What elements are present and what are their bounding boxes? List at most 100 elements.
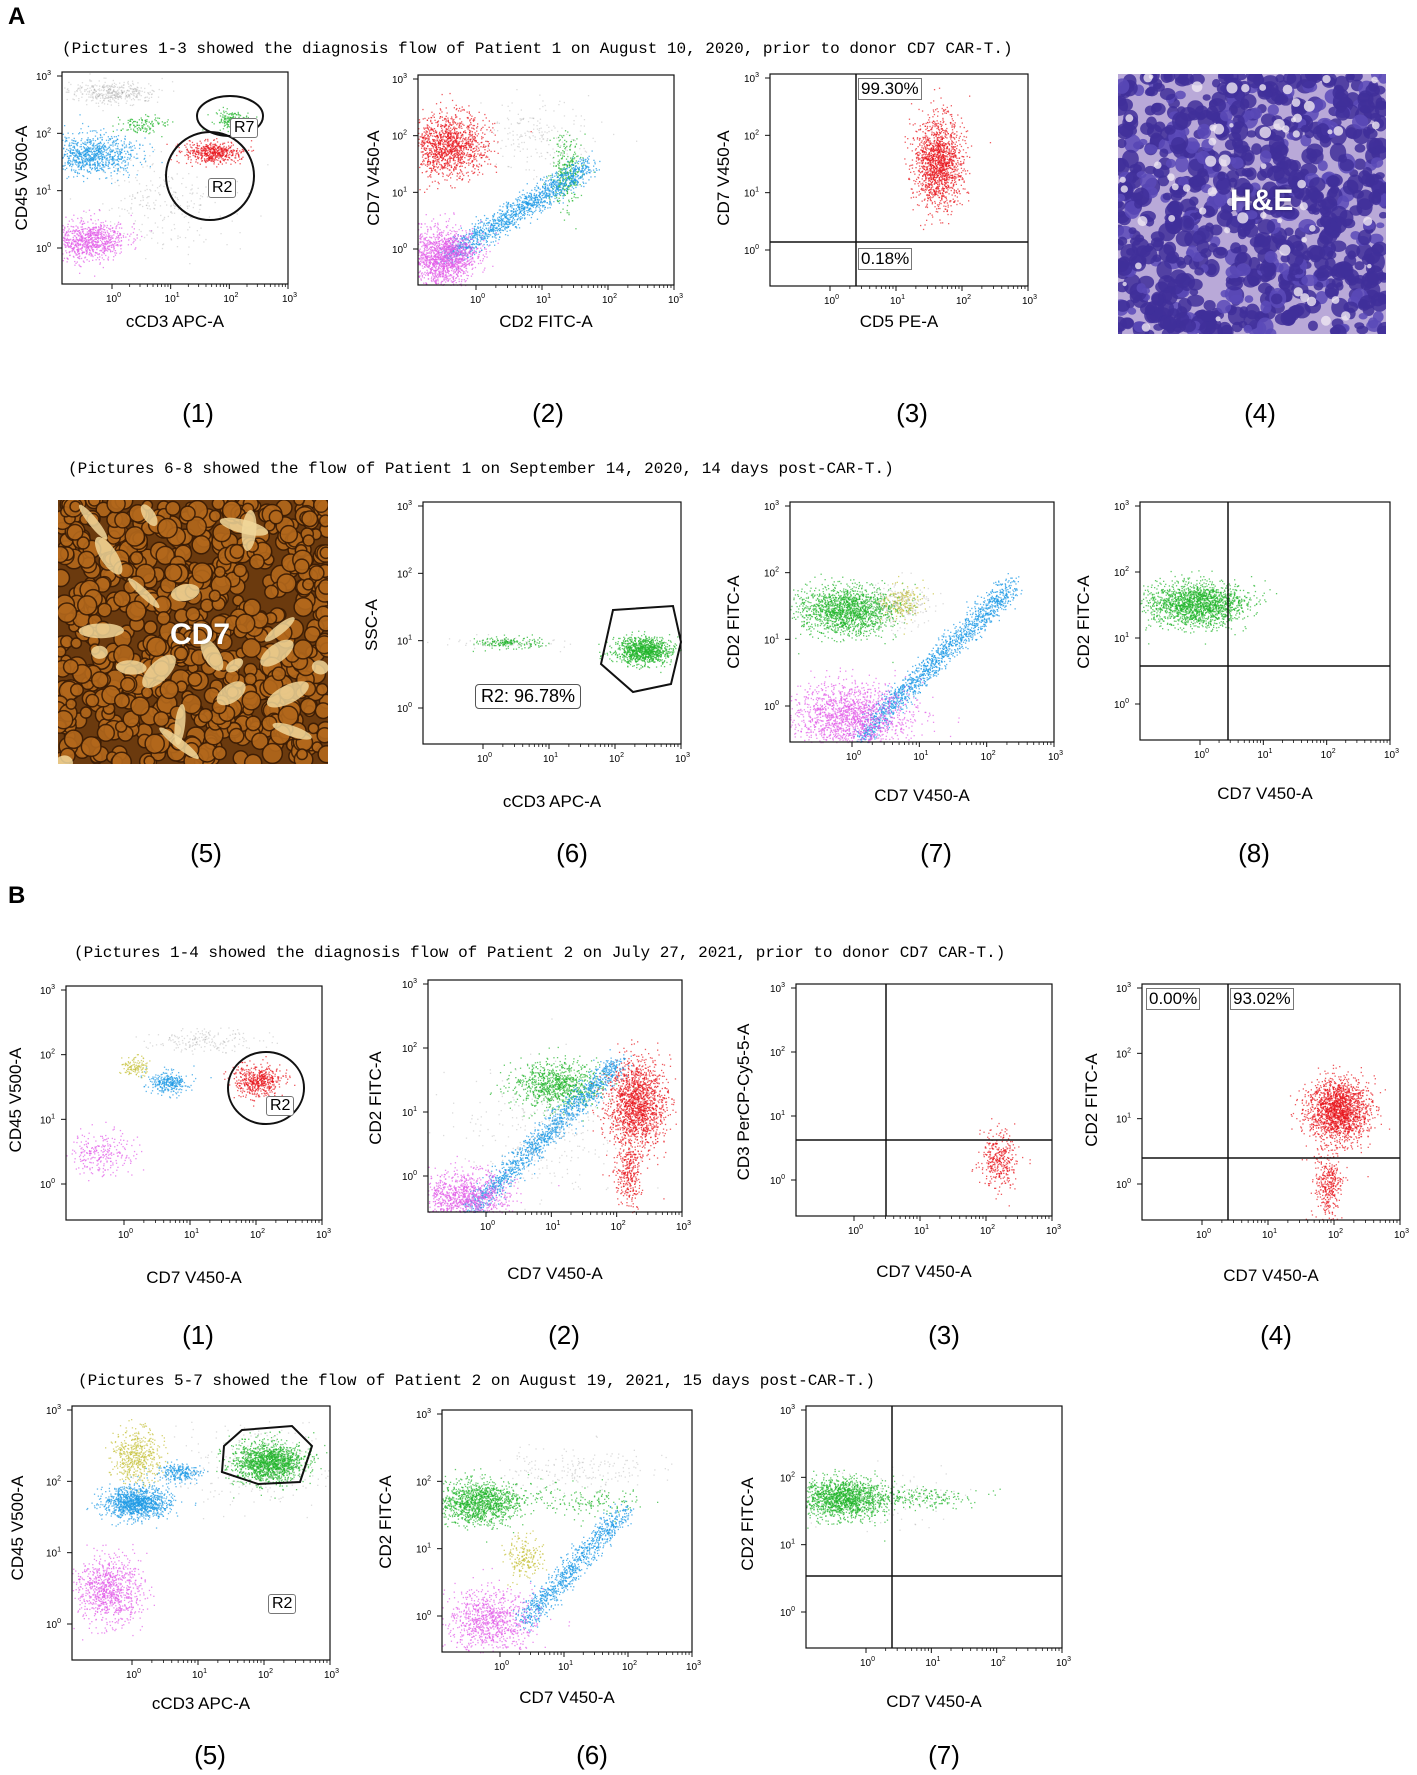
dots (428, 1018, 677, 1214)
caption-b-bottom: (Pictures 5-7 showed the flow of Patient… (78, 1372, 875, 1390)
he-stain-image: H&E (1118, 74, 1386, 334)
x-tick-label: 100 (1194, 748, 1209, 761)
fignum-b1: (1) (158, 1320, 238, 1351)
dots (790, 572, 1023, 744)
plot-frame (427, 979, 683, 1213)
x-tick-label: 102 (611, 1220, 626, 1233)
y-tick-label: 100 (36, 242, 51, 255)
quad-label-a3-lr: 0.18% (858, 248, 913, 270)
x-tick-label: 101 (545, 1220, 560, 1233)
plot-a7-area: 100 101 102 103 100 101 102 103 (764, 500, 1063, 763)
ylabel-b3: CD3 PerCP-Cy5-5-A (734, 1012, 754, 1192)
xlabel-b1: CD7 V450-A (66, 1268, 322, 1288)
x-tick-label: 103 (1046, 1224, 1061, 1237)
he-texture (1118, 74, 1386, 334)
plot-frame (805, 1405, 1063, 1649)
xlabel-a2: CD2 FITC-A (418, 312, 674, 332)
plot-b3: 100 101 102 103 100 101 102 103 (770, 982, 1061, 1237)
plot-b2-area: 100 101 102 103 100 101 102 103 (402, 978, 691, 1233)
fignum-a3: (3) (872, 398, 952, 429)
y-tick-label: 100 (770, 1174, 785, 1187)
fignum-b4: (4) (1236, 1320, 1316, 1351)
x-tick-label: 103 (1384, 748, 1399, 761)
y-tick-label: 101 (46, 1547, 61, 1560)
cd7-ihc-image: CD7 (58, 500, 328, 764)
plot-a7: 100 101 102 103 100 101 102 103 (764, 500, 1063, 763)
ylabel-a8: CD2 FITC-A (1074, 552, 1094, 692)
y-tick-label: 100 (764, 700, 779, 713)
y-tick-label: 102 (770, 1046, 785, 1059)
ylabel-b7: CD2 FITC-A (738, 1454, 758, 1594)
ylabel-a1: CD45 V500-A (12, 108, 32, 248)
gate-label-b5: R2 (268, 1594, 297, 1614)
x-tick-label: 102 (1321, 748, 1336, 761)
fignum-a8: (8) (1214, 838, 1294, 869)
y-tick-label: 102 (36, 127, 51, 140)
x-tick-label: 100 (126, 1668, 141, 1681)
panel-label-a: A (8, 3, 25, 31)
xlabel-b7: CD7 V450-A (806, 1692, 1062, 1712)
gate-label-a6: R2: 96.78% (475, 684, 582, 709)
x-tick-label: 102 (223, 292, 238, 305)
x-tick-label: 101 (536, 293, 551, 306)
x-tick-label: 101 (165, 292, 180, 305)
fignum-a5: (5) (166, 838, 246, 869)
dots (971, 1118, 1031, 1207)
fignum-a6: (6) (532, 838, 612, 869)
caption-b-top: (Pictures 1-4 showed the diagnosis flow … (74, 944, 1005, 962)
dots (1140, 570, 1278, 645)
he-label: H&E (1230, 184, 1293, 218)
y-tick-label: 102 (780, 1471, 795, 1484)
plot-b6-area: 100 101 102 103 100 101 102 103 (416, 1408, 701, 1673)
y-tick-label: 100 (40, 1178, 55, 1191)
y-tick-label: 103 (40, 984, 55, 997)
fignum-b2: (2) (524, 1320, 604, 1351)
y-tick-label: 101 (744, 187, 759, 200)
x-tick-label: 102 (956, 294, 971, 307)
x-tick-label: 101 (913, 750, 928, 763)
x-tick-label: 102 (622, 1660, 637, 1673)
x-tick-label: 100 (1196, 1228, 1211, 1241)
x-tick-label: 103 (316, 1228, 331, 1241)
x-tick-label: 102 (981, 750, 996, 763)
panel-label-b: B (8, 882, 25, 910)
gate-r2-b5[interactable] (220, 1424, 314, 1486)
cd7-texture (58, 500, 328, 764)
x-tick-label: 102 (991, 1656, 1006, 1669)
gate-r2-a6[interactable] (599, 604, 683, 694)
x-tick-label: 103 (675, 752, 690, 765)
y-tick-label: 103 (36, 70, 51, 83)
x-tick-label: 101 (1262, 1228, 1277, 1241)
x-tick-label: 100 (477, 752, 492, 765)
plot-a2-area: 100 101 102 103 100 101 102 103 (392, 73, 683, 306)
ylabel-b2: CD2 FITC-A (366, 1028, 386, 1168)
plot-b2: 100 101 102 103 100 101 102 103 (402, 978, 691, 1233)
y-tick-label: 103 (744, 72, 759, 85)
gate-r2-b1[interactable] (227, 1051, 305, 1125)
fignum-b7: (7) (904, 1740, 984, 1771)
gate-label-b1: R2 (266, 1096, 295, 1116)
y-tick-label: 101 (1114, 632, 1129, 645)
ylabel-a7: CD2 FITC-A (724, 552, 744, 692)
fignum-a1: (1) (158, 398, 238, 429)
plot-b3-area: 100 101 102 103 100 101 102 103 (770, 982, 1061, 1237)
xlabel-a3: CD5 PE-A (770, 312, 1028, 332)
x-tick-label: 102 (980, 1224, 995, 1237)
y-tick-label: 101 (40, 1113, 55, 1126)
ylabel-b4: CD2 FITC-A (1082, 1030, 1102, 1170)
xlabel-a6: cCD3 APC-A (423, 792, 681, 812)
x-tick-label: 103 (1056, 1656, 1071, 1669)
caption-a-bottom: (Pictures 6-8 showed the flow of Patient… (68, 460, 894, 478)
caption-a-top: (Pictures 1-3 showed the diagnosis flow … (62, 40, 1013, 58)
plot-b1-area: 100 101 102 103 100 101 102 103 (40, 984, 331, 1241)
y-tick-label: 103 (1114, 500, 1129, 513)
y-tick-label: 100 (402, 1170, 417, 1183)
y-tick-label: 100 (780, 1606, 795, 1619)
plot-frame (417, 74, 675, 286)
y-tick-label: 101 (1116, 1113, 1131, 1126)
y-tick-label: 101 (397, 635, 412, 648)
x-tick-label: 100 (824, 294, 839, 307)
gate-r2[interactable] (165, 131, 255, 221)
x-tick-label: 101 (192, 1668, 207, 1681)
plot-frame (795, 983, 1053, 1217)
